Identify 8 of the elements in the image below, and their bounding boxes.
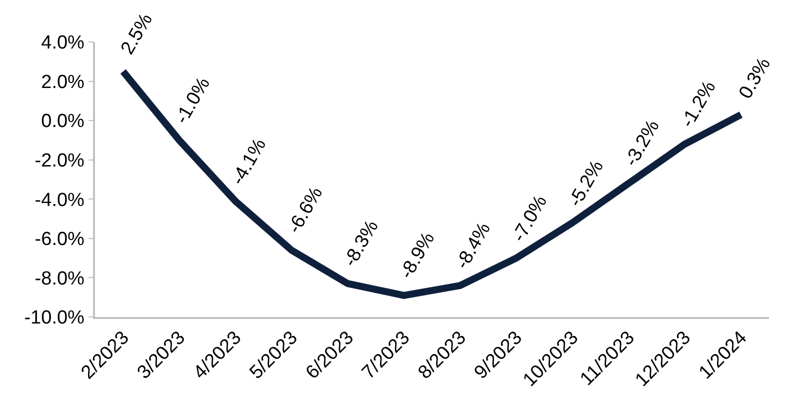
y-tick-label: 2.0% <box>41 72 85 93</box>
y-tick-label: 0.0% <box>41 111 85 132</box>
y-tick-label: -2.0% <box>34 150 85 172</box>
y-tick-label: -6.0% <box>34 229 85 250</box>
y-tick-label: -10.0% <box>24 308 85 329</box>
y-tick-label: -4.0% <box>34 190 85 211</box>
y-tick-label: 4.0% <box>41 32 85 54</box>
y-tick-label: -8.0% <box>34 268 85 290</box>
